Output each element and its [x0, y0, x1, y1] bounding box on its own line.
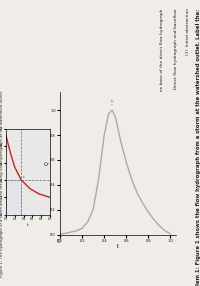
Text: $t_c$: $t_c$: [21, 174, 27, 181]
X-axis label: t: t: [27, 223, 29, 227]
X-axis label: t: t: [117, 244, 119, 249]
Y-axis label: Q: Q: [44, 161, 49, 165]
Text: (1)  Initial abstraction: (1) Initial abstraction: [186, 9, 190, 55]
Text: $t_p$: $t_p$: [110, 97, 114, 104]
Text: (2)  Direct flow hydrograph and baseflow: (2) Direct flow hydrograph and baseflow: [174, 9, 178, 98]
Text: O: O: [57, 239, 60, 244]
Text: (3)  Time to peak, time of concentration, and time base of the direct flow hydro: (3) Time to peak, time of concentration,…: [160, 9, 164, 195]
Bar: [6, 180, 21, 214]
Text: Figure 1: The hydrograph of a storm and the resulting flow hydrograph at the wat: Figure 1: The hydrograph of a storm and …: [0, 90, 4, 277]
Text: Problem 1: Figure 1 shows the flow hydrograph from a storm at the watershed outl: Problem 1: Figure 1 shows the flow hydro…: [196, 9, 200, 286]
